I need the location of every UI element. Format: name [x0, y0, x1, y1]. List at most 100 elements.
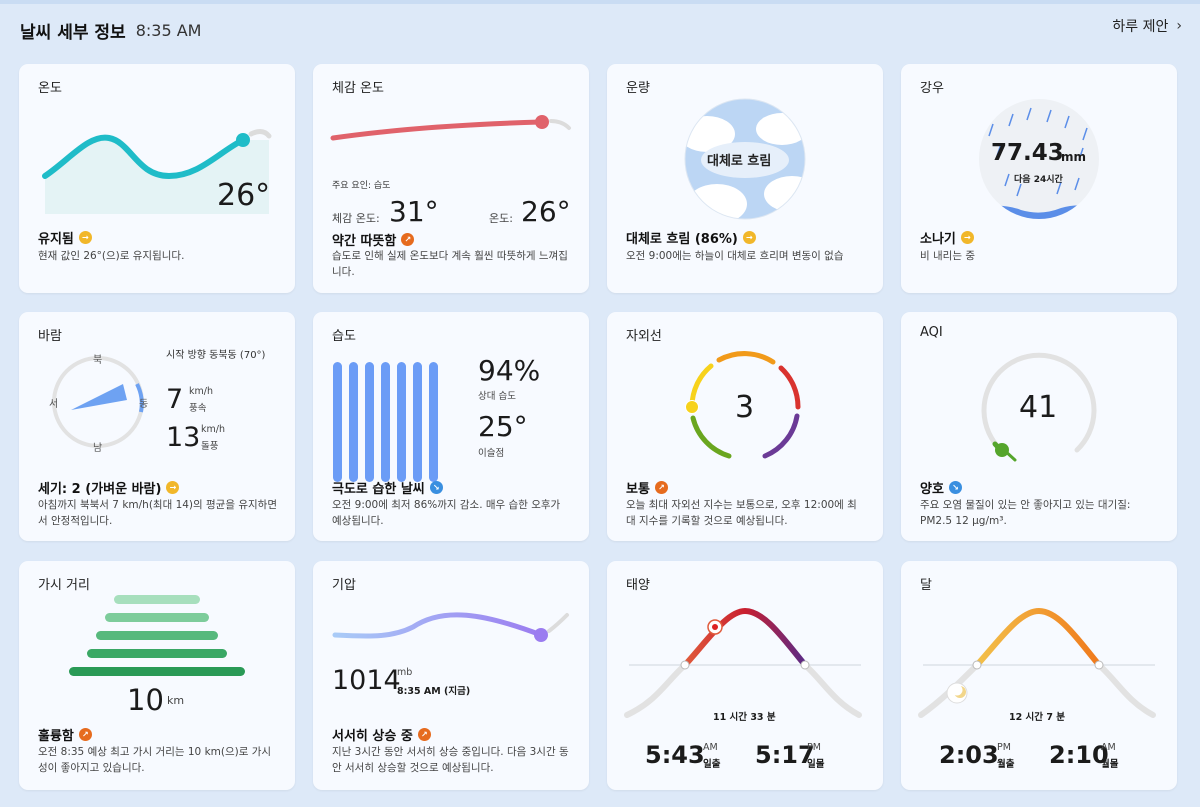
pressure-time: 8:35 AM (지금): [397, 686, 471, 697]
humidity-bar: [333, 362, 342, 482]
status-label: 대체로 흐림 (86%) →: [626, 228, 756, 247]
sunrise-ampm: AM: [703, 742, 718, 753]
status-label: 약간 따뜻함 ↗: [332, 230, 415, 249]
page-title: 날씨 세부 정보: [20, 22, 126, 43]
compass-south: 남: [93, 443, 103, 454]
wind-compass: [52, 356, 144, 448]
moonrise-ampm: PM: [997, 742, 1011, 753]
rainfall-card[interactable]: 강우 77.43 mm 다음 24시간 소나기 → 비 내리는 중: [901, 64, 1177, 293]
steady-arrow-icon: →: [742, 231, 756, 244]
status-text: 세기: 2 (가벼운 바람): [38, 482, 162, 497]
feels-like-chart: [330, 115, 571, 141]
card-title: AQI: [920, 325, 943, 340]
pressure-card[interactable]: 기압 1014 mb 8:35 AM (지금) 서서히 상승 중 ↗ 지난 3시간…: [313, 561, 589, 790]
sunrise-time: 5:43: [645, 741, 705, 769]
humidity-bar: [429, 362, 438, 482]
rising-arrow-icon: ↗: [654, 481, 668, 494]
wind-speed-label: 풍속: [189, 403, 207, 414]
card-title: 달: [920, 578, 932, 593]
aqi-card[interactable]: AQI 41 양호 ↘ 주요 오염 물질이 있는 안 좋아지고 있는 대기질: P…: [901, 312, 1177, 541]
humidity-bars: [333, 362, 438, 482]
card-title: 기압: [332, 578, 356, 593]
compass-east: 동: [139, 399, 149, 410]
humidity-bar: [413, 362, 422, 482]
cloud-cover-card[interactable]: 운량 대체로 흐림 대체로 흐림 (86%) → 오전 9:00에는 하늘이 대체…: [607, 64, 883, 293]
humidity-card[interactable]: 습도 94% 상대 습도 25° 이슬점 극도로 습한 날씨 ↘ 오전 9:00에…: [313, 312, 589, 541]
visibility-card[interactable]: 가시 거리 10 km 훌륭함 ↗ 오전 8:35 예상 최고 가시 거리는 10…: [19, 561, 295, 790]
status-text: 극도로 습한 날씨: [332, 482, 425, 497]
sun-arc-chart: [624, 607, 862, 718]
feels-value: 31°: [389, 195, 439, 228]
temperature-chart: [42, 129, 272, 214]
dew-point-value: 25°: [478, 410, 528, 443]
dew-point-label: 이슬점: [478, 448, 505, 459]
rising-arrow-icon: ↗: [401, 233, 415, 246]
status-label: 극도로 습한 날씨 ↘: [332, 478, 443, 497]
card-title: 강우: [920, 81, 944, 96]
visibility-value: 10: [127, 683, 164, 717]
uv-gauge: [685, 351, 801, 459]
feels-like-card[interactable]: 체감 온도 주요 요인: 습도 체감 온도: 31° 온도: 26° 약간 따뜻…: [313, 64, 589, 293]
feels-label: 체감 온도:: [332, 212, 380, 225]
card-title: 바람: [38, 329, 62, 344]
description: 습도로 인해 실제 온도보다 계속 훨씬 따뜻하게 느껴집니다.: [332, 250, 568, 278]
status-label: 소나기 →: [920, 228, 974, 247]
top-accent-bar: [0, 0, 1200, 4]
card-title: 가시 거리: [38, 578, 90, 593]
wind-speed: 7: [166, 384, 184, 415]
page-header: 날씨 세부 정보 8:35 AM: [20, 16, 201, 44]
steady-arrow-icon: →: [960, 231, 974, 244]
status-text: 대체로 흐림 (86%): [626, 232, 738, 247]
status-text: 서서히 상승 중: [332, 729, 413, 744]
cloud-overlay-label: 대체로 흐림: [707, 154, 772, 169]
pressure-value: 1014: [332, 665, 401, 696]
sun-card[interactable]: 태양 11 시간 33 분 5:43 AM 일출 5:17 PM 일몰: [607, 561, 883, 790]
daily-suggestion-link[interactable]: 하루 제안 ›: [1112, 16, 1182, 36]
rain-unit: mm: [1061, 150, 1087, 164]
falling-arrow-icon: ↘: [429, 481, 443, 494]
description: 오전 8:35 예상 최고 가시 거리는 10 km(으)로 가시성이 좋아지고…: [38, 746, 272, 774]
humidity-bar: [349, 362, 358, 482]
rising-arrow-icon: ↗: [417, 728, 431, 741]
wind-speed-unit: km/h: [189, 386, 213, 397]
rain-amount: 77.43: [991, 140, 1064, 166]
moonset-ampm: AM: [1101, 742, 1116, 753]
pressure-chart: [332, 612, 569, 642]
status-text: 약간 따뜻함: [332, 234, 397, 249]
rain-period: 다음 24시간: [1014, 175, 1063, 185]
status-label: 유지됨 →: [38, 228, 92, 247]
card-title: 습도: [332, 329, 356, 344]
description: 주요 오염 물질이 있는 안 좋아지고 있는 대기질: PM2.5 12 μg/…: [920, 499, 1131, 527]
uv-index-card[interactable]: 자외선 3 보통 ↗ 오늘 최대 자외선 지수는 보통으로, 오후 12:00에 …: [607, 312, 883, 541]
status-text: 훌륭함: [38, 729, 74, 744]
wind-direction: 시작 방향 동북동 (70°): [166, 350, 266, 361]
temperature-card[interactable]: 온도 26° 유지됨 → 현재 값인 26°(으)로 유지됩니다.: [19, 64, 295, 293]
description: 오늘 최대 자외선 지수는 보통으로, 오후 12:00에 최대 지수를 기록할…: [626, 499, 857, 527]
description: 오전 9:00에는 하늘이 대체로 흐리며 변동이 없습: [626, 250, 844, 262]
status-label: 훌륭함 ↗: [38, 725, 92, 744]
status-label: 보통 ↗: [626, 478, 668, 497]
moonset-time: 2:10: [1049, 741, 1109, 769]
status-text: 양호: [920, 482, 944, 497]
sunset-label: 일몰: [807, 759, 825, 770]
temp-value: 26°: [521, 195, 571, 228]
visibility-unit: km: [167, 694, 185, 707]
temp-label: 온도:: [489, 212, 513, 225]
description: 아침까지 북북서 7 km/h(최대 14)의 평균을 유지하면서 안정적입니다…: [38, 499, 277, 527]
visibility-bars: [69, 595, 245, 676]
current-time: 8:35 AM: [135, 20, 202, 40]
aqi-value: 41: [1019, 390, 1058, 425]
humidity-bar: [365, 362, 374, 482]
temperature-value: 26°: [217, 178, 271, 213]
cloud-illustration: [684, 98, 806, 220]
status-text: 소나기: [920, 232, 956, 247]
relative-humidity-value: 94%: [478, 354, 541, 387]
status-text: 유지됨: [38, 232, 74, 247]
moon-duration: 12 시간 7 분: [1009, 712, 1065, 723]
description: 오전 9:00에 최저 86%까지 감소. 매우 습한 오후가 예상됩니다.: [332, 499, 561, 527]
wind-card[interactable]: 바람 북 남 서 동 시작 방향 동북동 (70°) 7 km/h 풍속 13 …: [19, 312, 295, 541]
moon-card[interactable]: 달 12 시간 7 분 2:03 PM 월출 2:10 AM 월몰: [901, 561, 1177, 790]
moonrise-label: 월출: [997, 759, 1015, 770]
card-title: 온도: [38, 81, 62, 96]
steady-arrow-icon: →: [166, 481, 180, 494]
